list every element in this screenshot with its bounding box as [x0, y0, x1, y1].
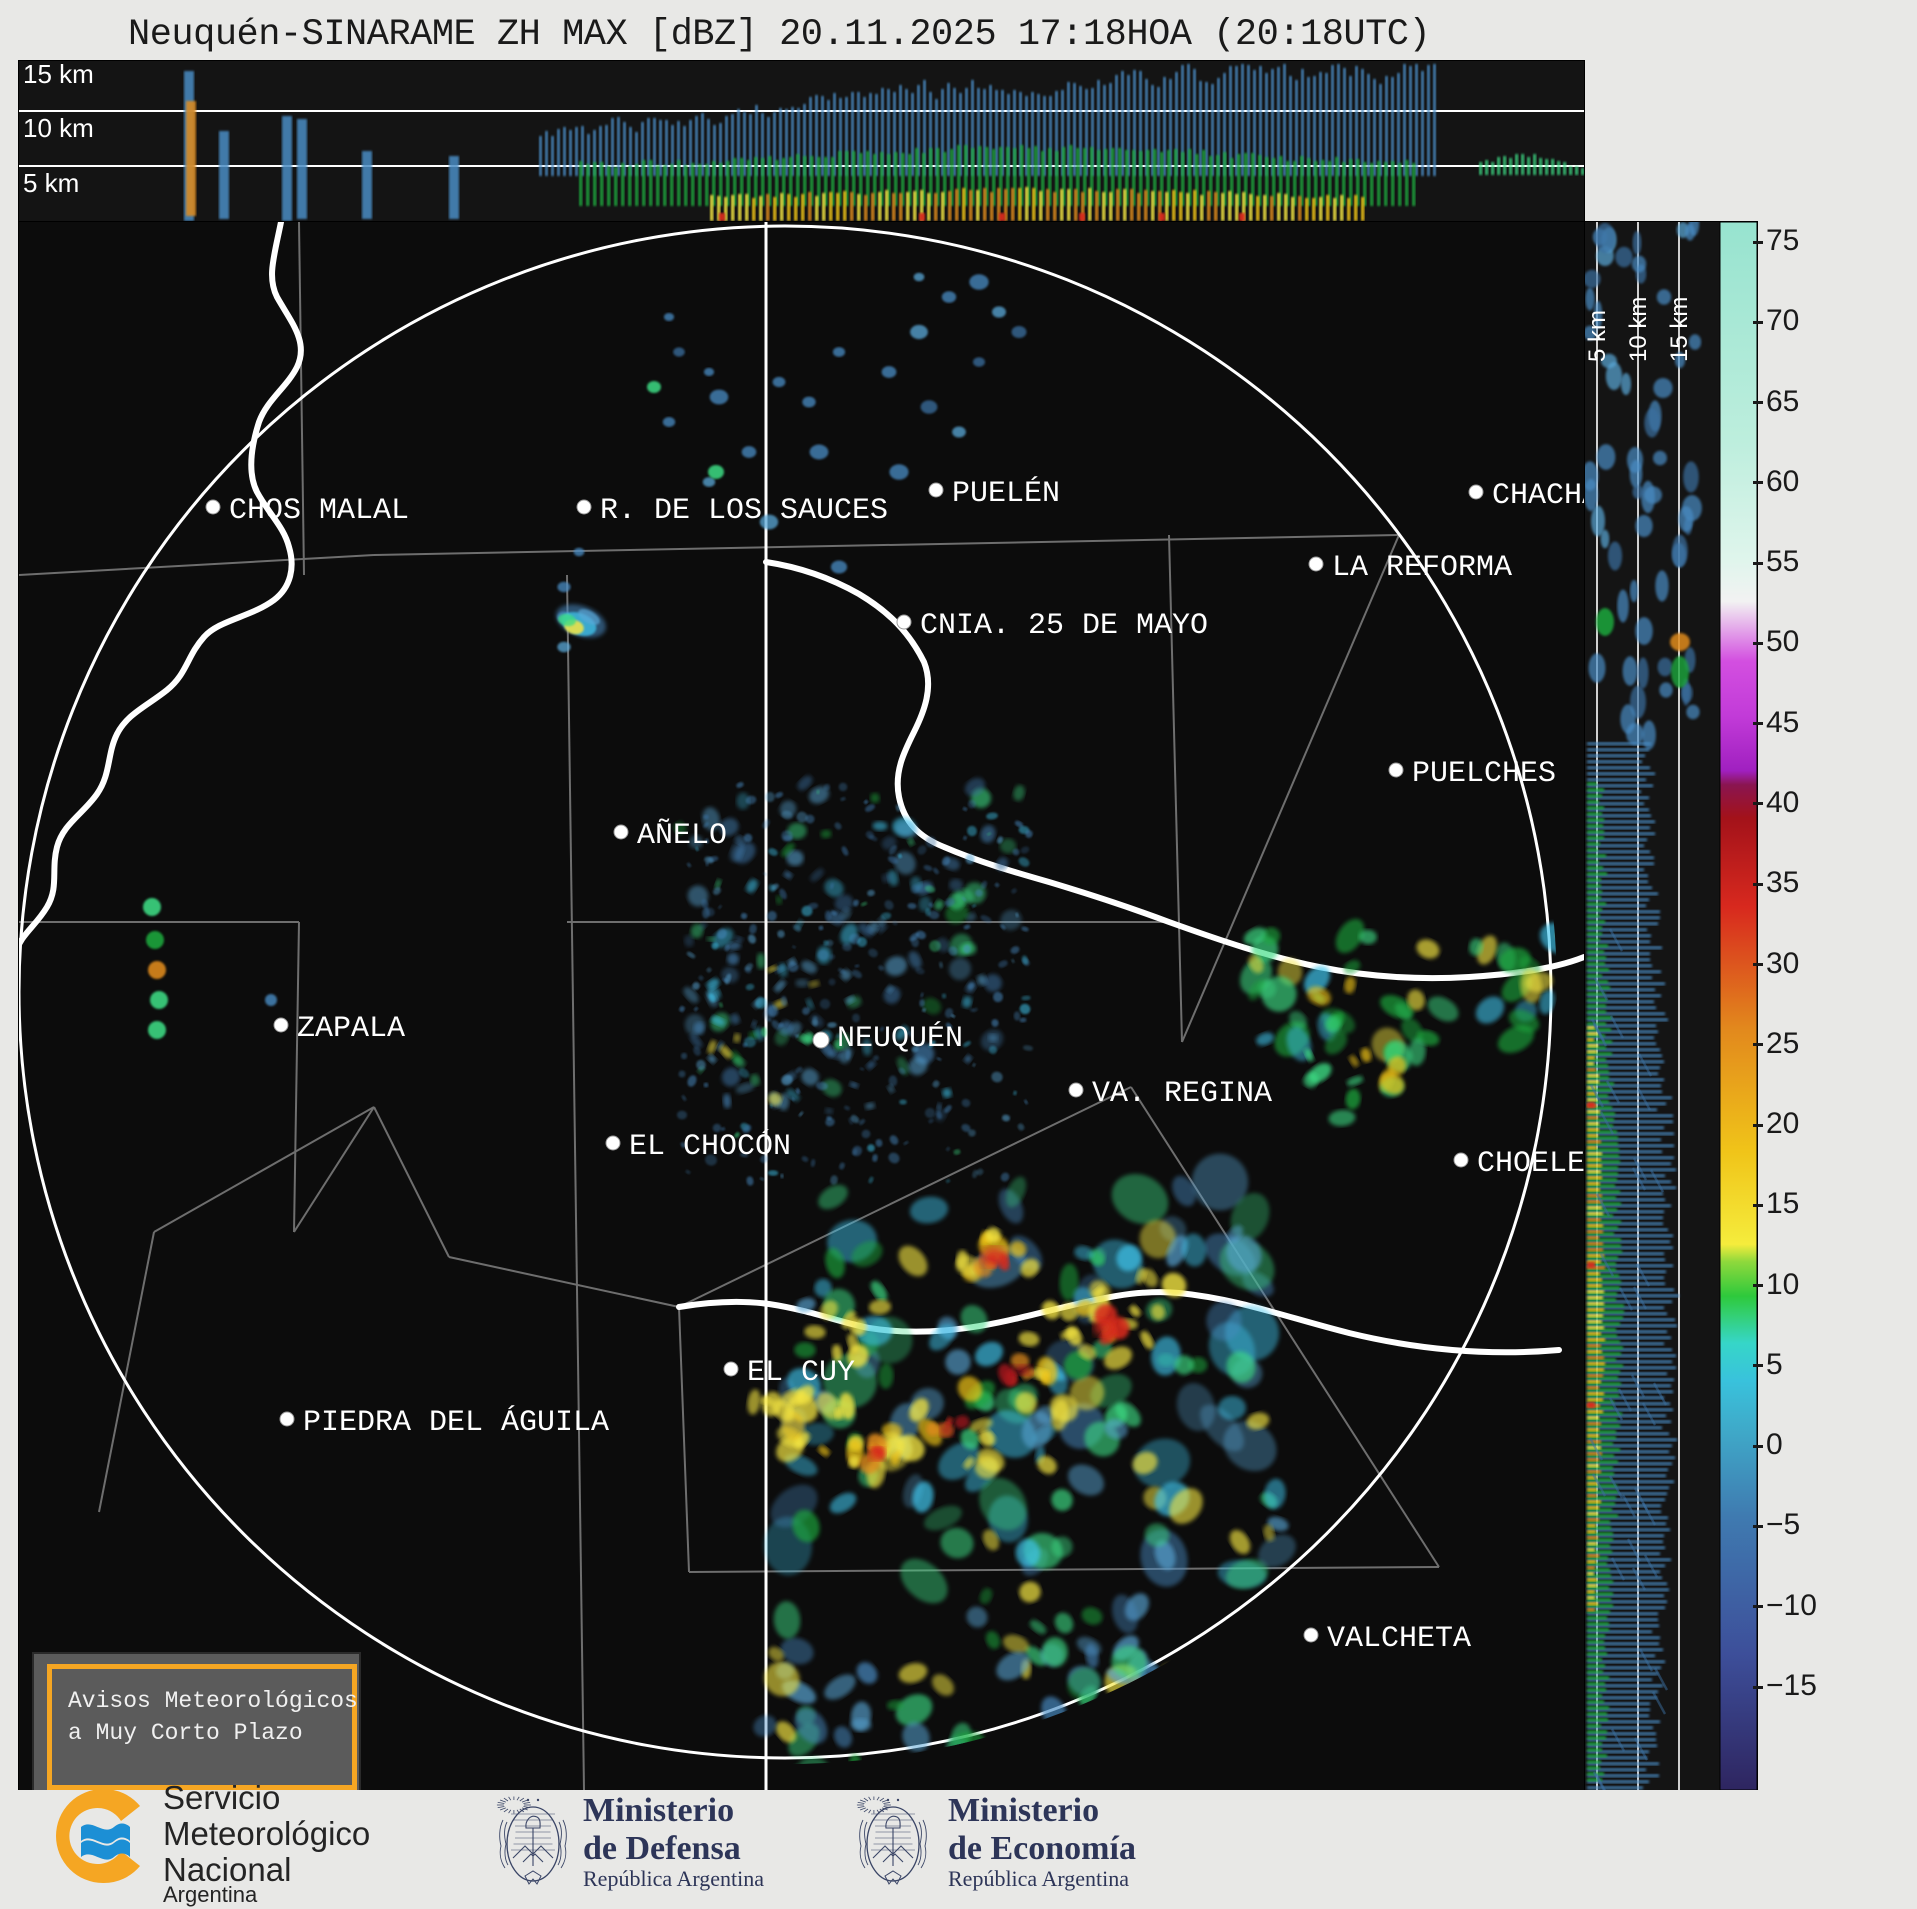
svg-text:CNIA. 25 DE MAYO: CNIA. 25 DE MAYO	[920, 609, 1208, 643]
svg-text:CHACHARRAMENDI: CHACHARRAMENDI	[1492, 479, 1584, 513]
svg-text:PUELCHES: PUELCHES	[1412, 757, 1556, 791]
svg-text:NEUQUÉN: NEUQUÉN	[837, 1021, 963, 1056]
svg-text:R. DE LOS SAUCES: R. DE LOS SAUCES	[600, 494, 888, 528]
svg-text:5 km: 5 km	[1585, 310, 1611, 362]
svg-text:15 km: 15 km	[23, 61, 94, 89]
svg-text:VALCHETA: VALCHETA	[1327, 1622, 1471, 1656]
svg-text:AÑELO: AÑELO	[637, 818, 727, 853]
svg-text:LA REFORMA: LA REFORMA	[1332, 551, 1512, 585]
svg-text:VA. REGINA: VA. REGINA	[1092, 1077, 1272, 1111]
svg-text:10 km: 10 km	[23, 113, 94, 143]
svg-text:EL CUY: EL CUY	[747, 1356, 855, 1390]
svg-text:15 km: 15 km	[1666, 297, 1693, 362]
svg-text:ZAPALA: ZAPALA	[297, 1012, 405, 1046]
svg-text:PIEDRA DEL ÁGUILA: PIEDRA DEL ÁGUILA	[303, 1405, 609, 1440]
svg-text:CHOELE CHOEL: CHOELE CHOEL	[1477, 1147, 1584, 1181]
svg-text:5 km: 5 km	[23, 168, 79, 198]
svg-text:CHOS MALAL: CHOS MALAL	[229, 494, 409, 528]
svg-text:EL CHOCÓN: EL CHOCÓN	[629, 1129, 791, 1164]
svg-text:10 km: 10 km	[1625, 297, 1652, 362]
svg-text:PUELÉN: PUELÉN	[952, 476, 1060, 511]
